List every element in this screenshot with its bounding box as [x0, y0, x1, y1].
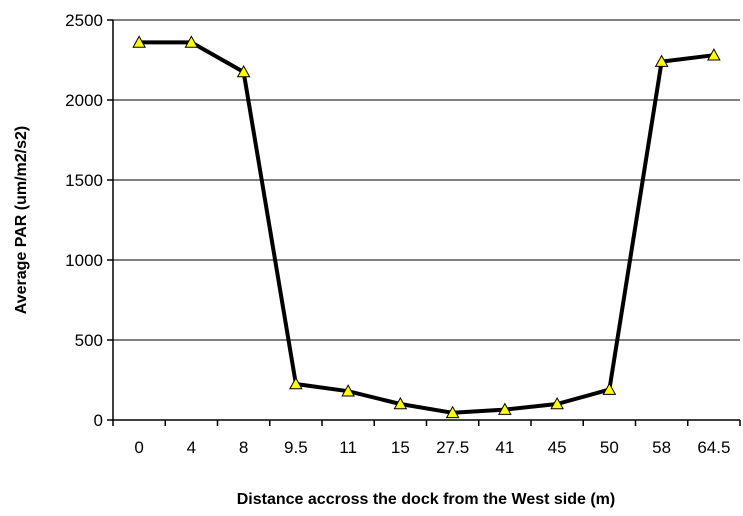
- x-tick-label: 58: [652, 438, 671, 457]
- series-markers: [132, 35, 721, 419]
- y-tick-label: 500: [75, 331, 103, 350]
- y-tick-label: 2000: [65, 91, 103, 110]
- x-axis-title: Distance accross the dock from the West …: [237, 491, 615, 508]
- data-point-64.5: [707, 48, 721, 61]
- x-tick-label: 45: [548, 438, 567, 457]
- data-point-58: [654, 54, 669, 67]
- data-point-15: [393, 396, 408, 410]
- data-point-50: [602, 382, 617, 395]
- data-point-11: [341, 384, 355, 397]
- y-axis-title: Average PAR (um/m2/s2): [13, 126, 30, 315]
- data-point-27.5: [445, 405, 460, 419]
- y-tick-label: 0: [94, 411, 103, 430]
- x-tick-label: 27.5: [436, 438, 469, 457]
- x-axis-ticks: 0 4 8 9.5 11 15 27.5 41 45 50 58 64.5: [112, 420, 741, 457]
- x-tick-label: 64.5: [697, 438, 730, 457]
- data-point-8: [236, 64, 251, 78]
- data-point-9.5: [289, 376, 303, 390]
- y-tick-label: 1000: [65, 251, 103, 270]
- y-tick-label: 2500: [65, 11, 103, 30]
- data-point-45: [550, 396, 564, 410]
- axes: [112, 20, 740, 421]
- gridlines: [113, 19, 740, 341]
- y-tick-label: 1500: [65, 171, 103, 190]
- x-tick-label: 11: [339, 438, 357, 457]
- y-axis-ticks: 0 500 1000 1500 2000 2500: [65, 11, 113, 430]
- data-point-0: [132, 35, 146, 48]
- data-point-41: [498, 402, 512, 415]
- x-tick-label: 41: [495, 438, 514, 457]
- x-tick-label: 50: [600, 438, 619, 457]
- x-tick-label: 0: [134, 438, 143, 457]
- series-polyline: [139, 40, 715, 415]
- data-point-4: [184, 35, 199, 48]
- x-tick-label: 8: [239, 438, 248, 457]
- series-line: [139, 40, 715, 415]
- x-tick-label: 15: [391, 438, 410, 457]
- x-tick-label: 4: [187, 438, 196, 457]
- x-tick-label: 9.5: [284, 438, 308, 457]
